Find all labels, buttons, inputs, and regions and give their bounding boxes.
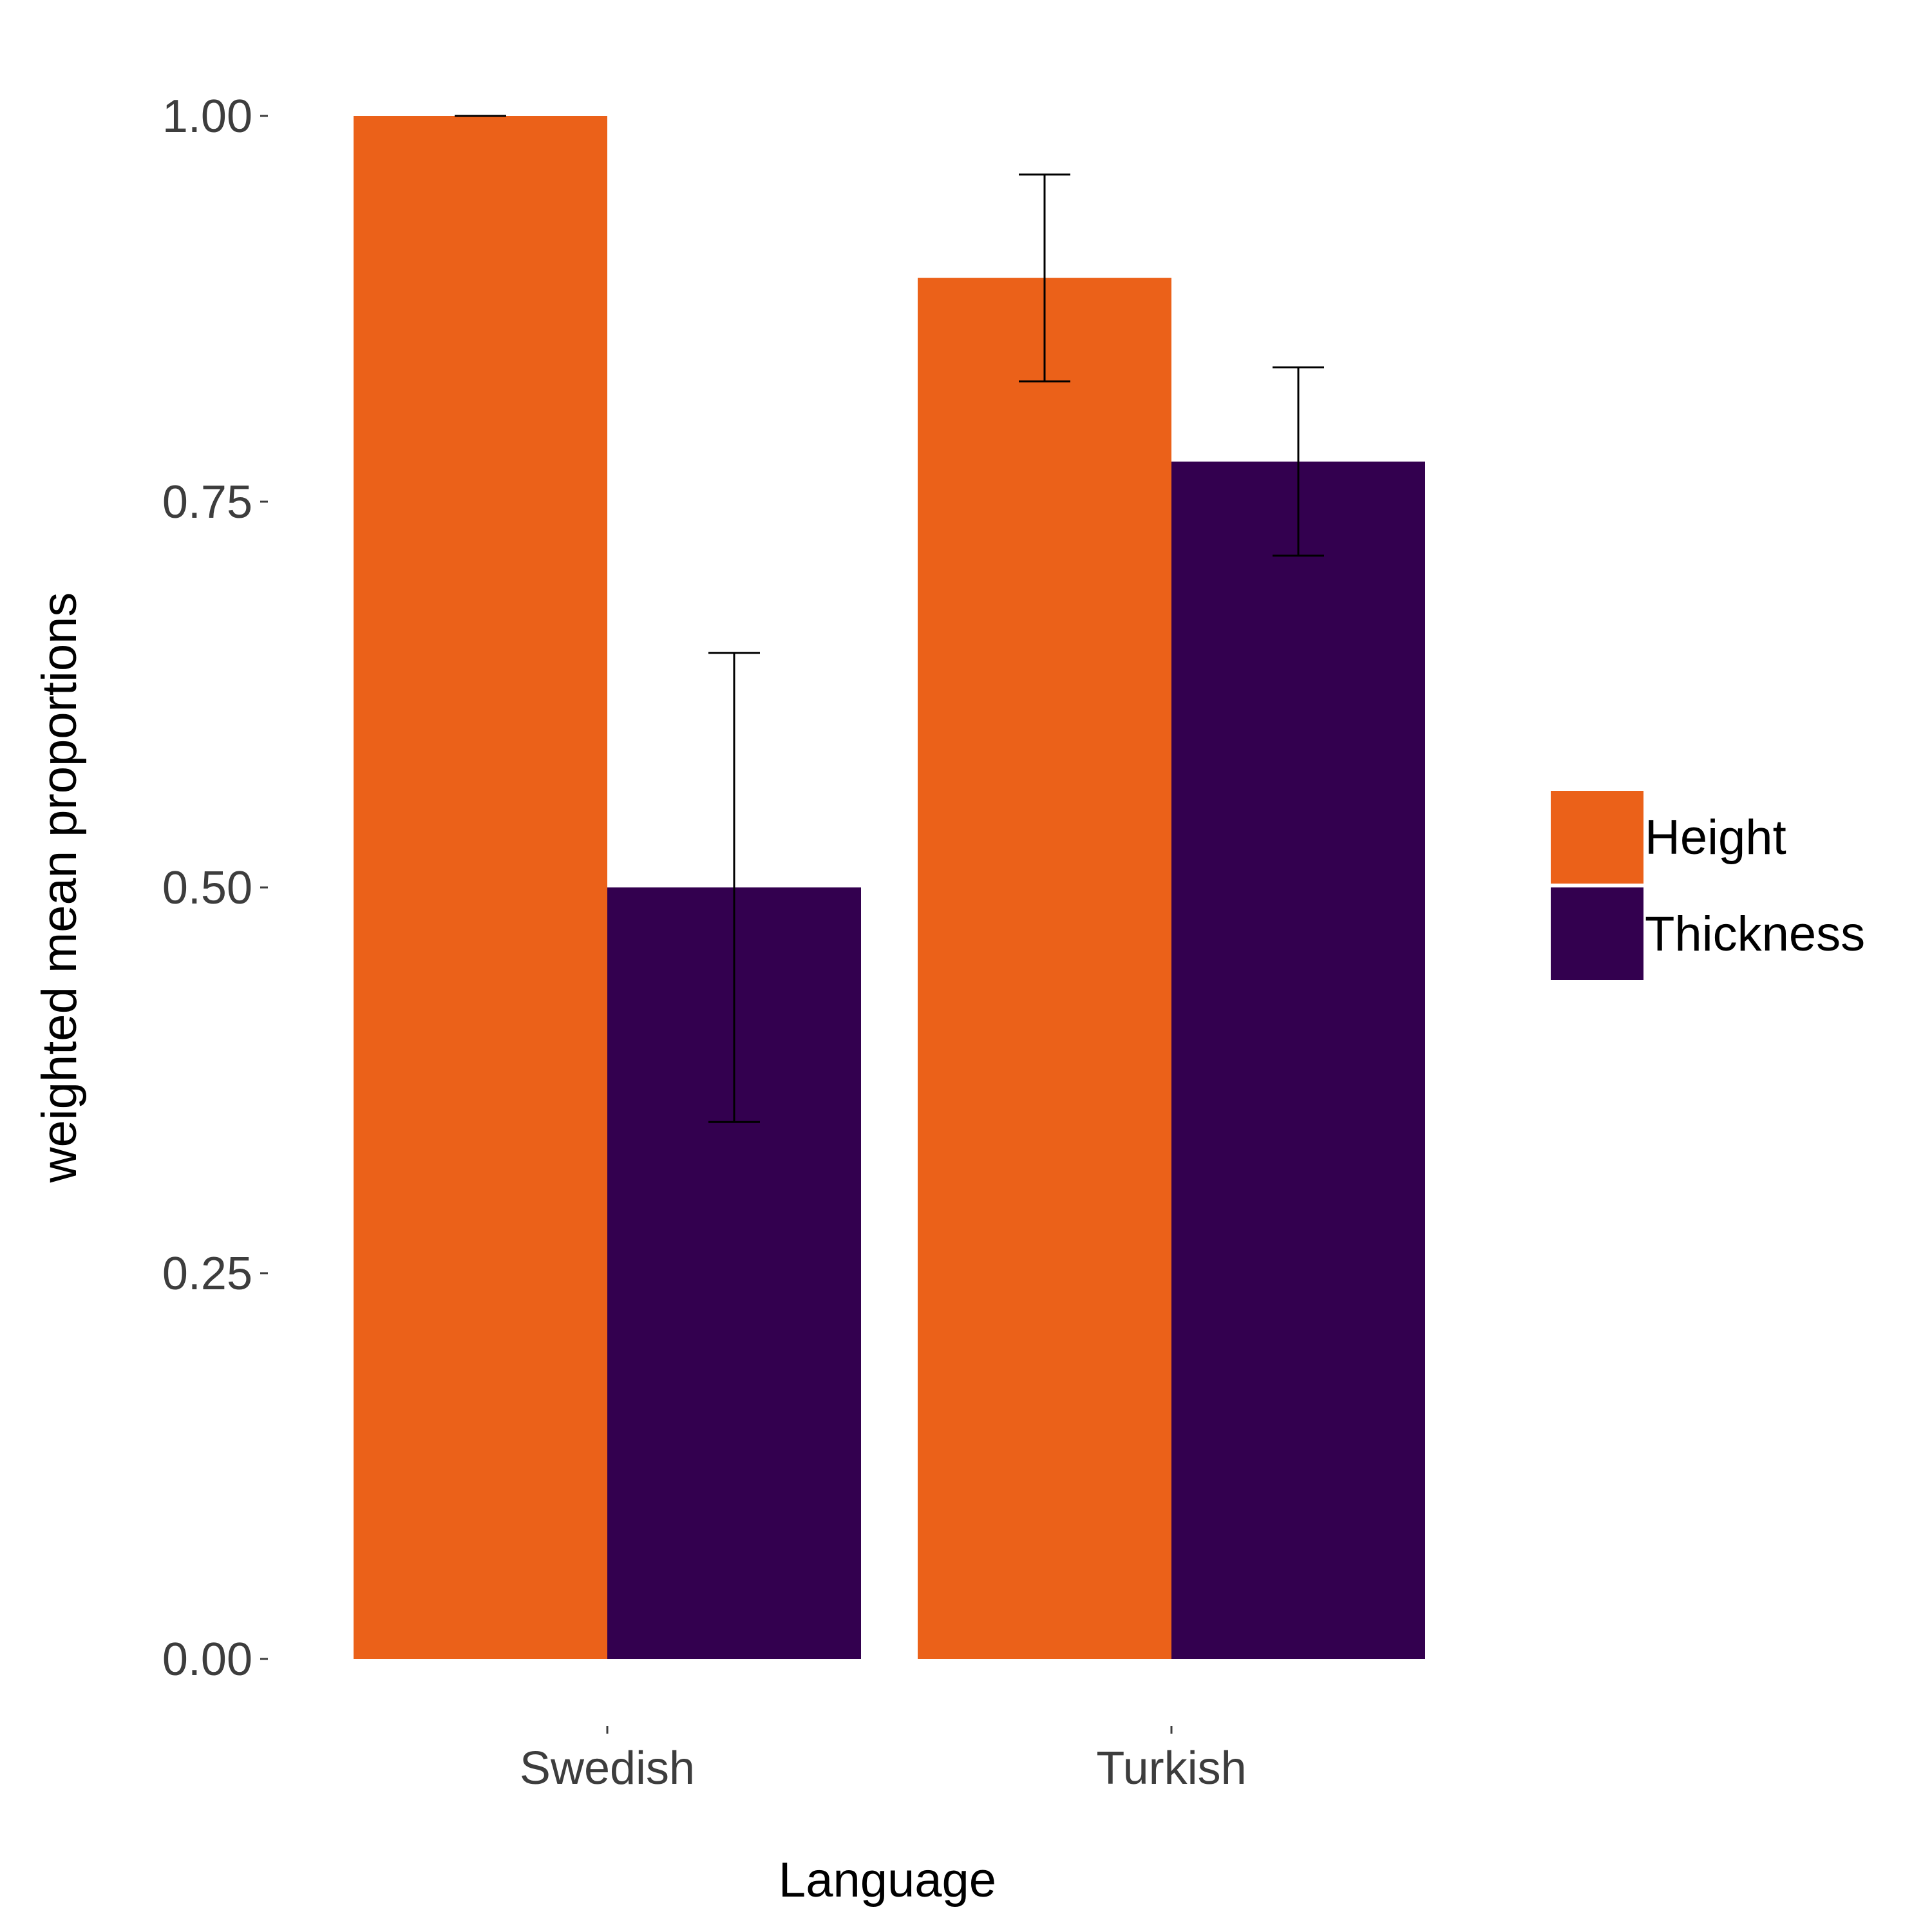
bar-height-turkish: [918, 278, 1171, 1659]
legend-label-height: Height: [1645, 810, 1786, 865]
error-bar-thickness-turkish: [1273, 366, 1324, 557]
x-axis: Swedish Turkish: [520, 1726, 1247, 1794]
y-tick-label: 0.75: [162, 477, 252, 528]
y-tick-label: 0.50: [162, 862, 252, 914]
legend-item-height: Height: [1551, 791, 1786, 884]
y-tick-label: 0.00: [162, 1634, 252, 1685]
bar-height-swedish: [354, 116, 607, 1659]
error-bar-height-turkish: [1019, 173, 1070, 383]
bars-layer: [354, 116, 1425, 1659]
y-tick-label: 1.00: [162, 91, 252, 142]
x-axis-title: Language: [779, 1853, 996, 1908]
legend-key-thickness: [1551, 887, 1643, 980]
y-axis: 0.00 0.25 0.50 0.75 1.00: [162, 91, 268, 1685]
legend: Height Thickness: [1551, 791, 1865, 980]
error-bar-thickness-swedish: [708, 652, 760, 1123]
x-tick-label-swedish: Swedish: [520, 1743, 695, 1794]
bar-thickness-turkish: [1171, 461, 1425, 1659]
y-tick-label: 0.25: [162, 1248, 252, 1300]
y-axis-title: weighted mean proportions: [32, 592, 87, 1184]
legend-key-height: [1551, 791, 1643, 884]
x-tick-label-turkish: Turkish: [1096, 1743, 1246, 1794]
error-bars-layer: [455, 115, 1324, 1123]
legend-label-thickness: Thickness: [1645, 907, 1865, 961]
legend-item-thickness: Thickness: [1551, 887, 1865, 980]
